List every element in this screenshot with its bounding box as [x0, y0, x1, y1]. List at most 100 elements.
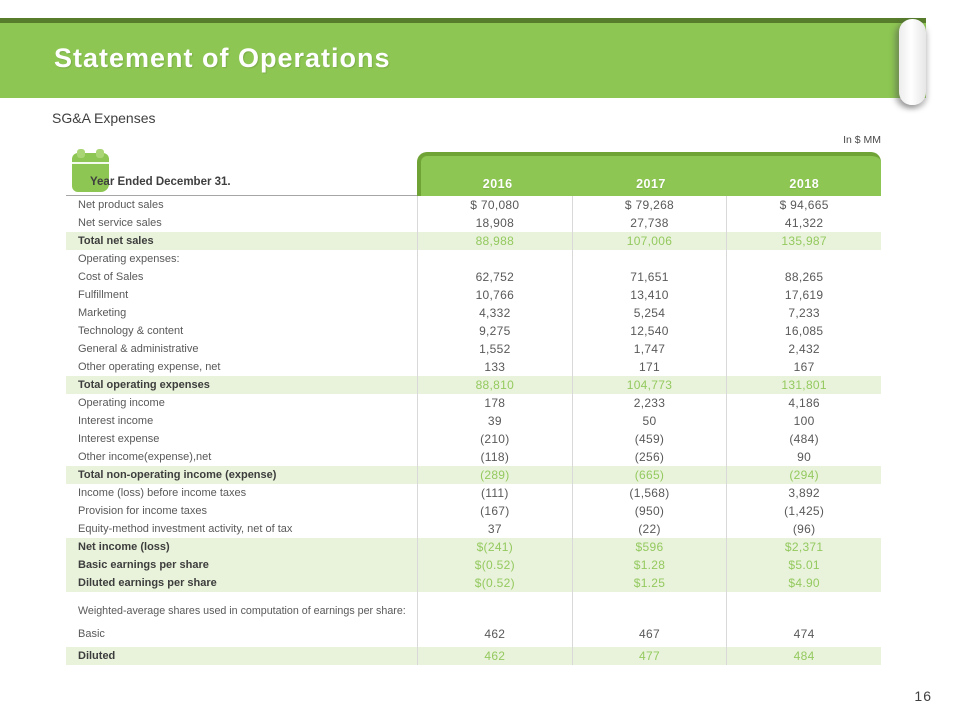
banner-accent-bar — [899, 19, 926, 105]
row-value: 133 — [417, 358, 572, 376]
row-value: (484) — [726, 430, 881, 448]
row-label: Net product sales — [78, 199, 164, 211]
row-value: 178 — [417, 394, 572, 412]
table-row: Total net sales 88,988 107,006 135,987 — [66, 232, 881, 250]
row-value: 1,552 — [417, 340, 572, 358]
row-value: 100 — [726, 412, 881, 430]
table-row: Technology & content 9,275 12,540 16,085 — [66, 322, 881, 340]
row-value: 41,322 — [726, 214, 881, 232]
row-label: Operating expenses: — [78, 253, 180, 265]
row-value: (1,425) — [726, 502, 881, 520]
row-value: 12,540 — [571, 322, 727, 340]
table-row: Total operating expenses 88,810 104,773 131… — [66, 376, 881, 394]
row-value: 62,752 — [417, 268, 572, 286]
table-body: Net product sales $ 70,080 $ 79,268 $ 94,66… — [66, 196, 881, 665]
year-ended-label: Year Ended December 31. — [90, 176, 231, 188]
row-value: $1.28 — [571, 556, 727, 574]
table-row — [66, 592, 881, 601]
table-row: Net service sales 18,908 27,738 41,322 — [66, 214, 881, 232]
table-row: Cost of Sales 62,752 71,651 88,265 — [66, 268, 881, 286]
row-value: 4,332 — [417, 304, 572, 322]
row-value: (167) — [417, 502, 572, 520]
row-value: $(241) — [417, 538, 572, 556]
row-value: 71,651 — [571, 268, 727, 286]
table-row: Income (loss) before income taxes (111) (1… — [66, 484, 881, 502]
row-label: Cost of Sales — [78, 271, 144, 283]
row-value — [571, 592, 727, 601]
financial-table: Year Ended December 31. 2016 2017 2018 Net… — [66, 149, 881, 665]
row-label: Income (loss) before income taxes — [78, 487, 247, 499]
row-label: Equity-method investment activity, net o… — [78, 523, 293, 535]
row-value: 135,987 — [726, 232, 881, 250]
row-value: $1.25 — [571, 574, 727, 592]
row-value — [726, 601, 881, 621]
years-header: 2016 2017 2018 — [417, 152, 881, 196]
row-value: 88,810 — [417, 376, 572, 394]
row-value: 88,265 — [726, 268, 881, 286]
row-label: Total operating expenses — [78, 379, 210, 391]
row-value: 27,738 — [571, 214, 727, 232]
row-value: 171 — [571, 358, 727, 376]
row-value: 3,892 — [726, 484, 881, 502]
row-value: 90 — [726, 448, 881, 466]
table-row: Operating income 178 2,233 4,186 — [66, 394, 881, 412]
row-value: (289) — [417, 466, 572, 484]
slide-subtitle: SG&A Expenses — [52, 110, 156, 126]
row-label: Marketing — [78, 307, 127, 319]
row-value: (256) — [571, 448, 727, 466]
row-value — [417, 601, 572, 621]
row-value — [571, 250, 727, 268]
row-value: (22) — [571, 520, 727, 538]
row-label: Technology & content — [78, 325, 184, 337]
row-label: Diluted earnings per share — [78, 577, 217, 589]
row-label: Total non-operating income (expense) — [78, 469, 277, 481]
table-row: Net income (loss) $(241) $596 $2,371 — [66, 538, 881, 556]
row-label: Basic — [78, 628, 105, 640]
row-value: 16,085 — [726, 322, 881, 340]
row-value: 474 — [726, 621, 881, 647]
row-value: $(0.52) — [417, 574, 572, 592]
row-label: Other income(expense),net — [78, 451, 212, 463]
year-column: 2018 — [789, 177, 820, 191]
row-value: $ 70,080 — [417, 196, 572, 214]
row-value: 13,410 — [571, 286, 727, 304]
row-value: 4,186 — [726, 394, 881, 412]
table-row: Diluted earnings per share $(0.52) $1.25 $4… — [66, 574, 881, 592]
row-value — [726, 592, 881, 601]
table-row: Total non-operating income (expense) (289… — [66, 466, 881, 484]
table-row: Basic 462 467 474 — [66, 621, 881, 647]
row-label: Net income (loss) — [78, 541, 170, 553]
table-row: Operating expenses: — [66, 250, 881, 268]
row-label: Basic earnings per share — [78, 559, 209, 571]
row-value: 2,233 — [571, 394, 727, 412]
table-row: Basic earnings per share $(0.52) $1.28 $5.0… — [66, 556, 881, 574]
row-label: Provision for income taxes — [78, 505, 207, 517]
row-value: 5,254 — [571, 304, 727, 322]
row-value: $4.90 — [726, 574, 881, 592]
row-label: Interest expense — [78, 433, 160, 445]
row-label: Interest income — [78, 415, 154, 427]
title-banner: Statement of Operations — [0, 18, 926, 105]
row-value: (118) — [417, 448, 572, 466]
table-row: Equity-method investment activity, net o… — [66, 520, 881, 538]
units-note: In $ MM — [843, 134, 881, 146]
table-row: Weighted-average shares used in computat… — [66, 601, 881, 621]
table-row: Fulfillment 10,766 13,410 17,619 — [66, 286, 881, 304]
row-value: 50 — [571, 412, 727, 430]
table-header-label-cell: Year Ended December 31. — [66, 149, 417, 196]
calendar-icon — [72, 149, 109, 192]
row-label: Net service sales — [78, 217, 162, 229]
year-column: 2016 — [482, 177, 513, 191]
year-column: 2017 — [636, 177, 666, 191]
row-value: $ 79,268 — [571, 196, 727, 214]
row-label: Operating income — [78, 397, 165, 409]
row-label — [66, 592, 417, 601]
row-value: 107,006 — [571, 232, 727, 250]
table-row: Interest expense (210) (459) (484) — [66, 430, 881, 448]
row-value: $5.01 — [726, 556, 881, 574]
table-row: Provision for income taxes (167) (950) (1,4… — [66, 502, 881, 520]
row-value: 88,988 — [417, 232, 572, 250]
row-value: 467 — [571, 621, 727, 647]
table-row: General & administrative 1,552 1,747 2,432 — [66, 340, 881, 358]
table-row: Interest income 39 50 100 — [66, 412, 881, 430]
